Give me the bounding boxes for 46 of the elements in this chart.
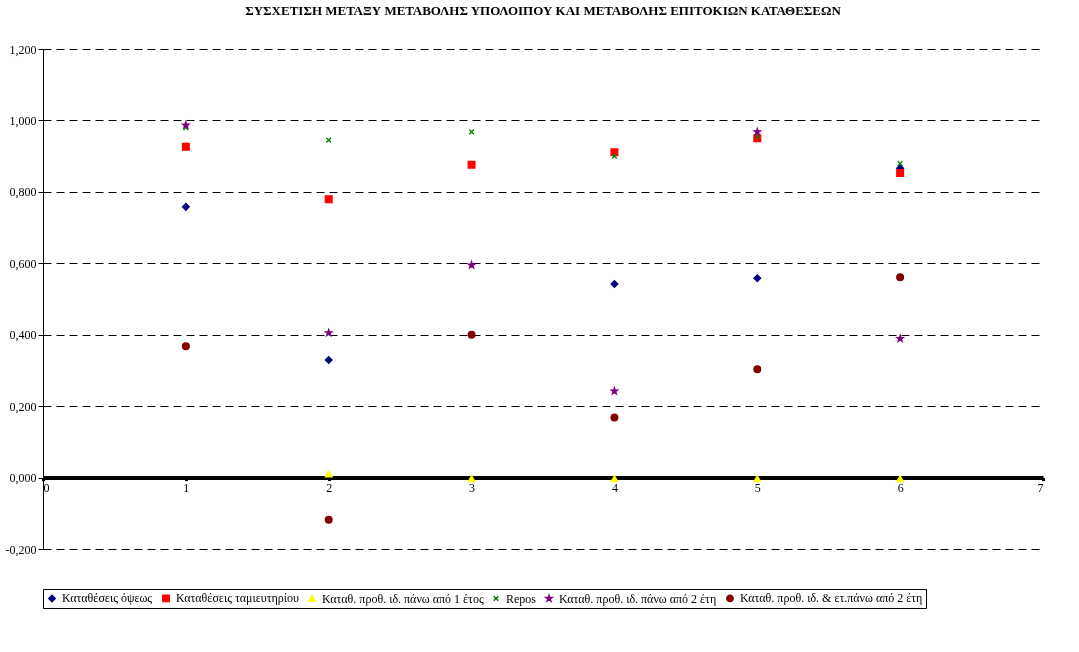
x-tick-label: 2 bbox=[326, 481, 333, 496]
x-tick-label: 1 bbox=[183, 481, 190, 496]
point bbox=[181, 142, 190, 151]
y-tick-label: 1,200 bbox=[9, 42, 37, 57]
y-tick-label: -0,200 bbox=[5, 542, 37, 557]
y-tick-label: 0,600 bbox=[9, 256, 37, 271]
legend-label: Καταθέσεις ταμιευτηρίου bbox=[176, 591, 299, 606]
point bbox=[897, 160, 904, 167]
x-tick-label: 5 bbox=[754, 481, 761, 496]
point bbox=[896, 273, 905, 282]
point bbox=[896, 168, 905, 177]
x-tick-label: 6 bbox=[897, 481, 904, 496]
point bbox=[610, 413, 619, 422]
legend-label: Καταθ. προθ. ιδ. πάνω από 1 έτος bbox=[322, 591, 484, 606]
x-tick-label: 0 bbox=[43, 481, 50, 496]
point bbox=[324, 328, 333, 337]
point bbox=[610, 280, 619, 288]
point bbox=[610, 387, 619, 395]
legend-label: Καταθέσεις όψεως bbox=[62, 591, 153, 606]
point bbox=[324, 195, 333, 204]
x-tick-label: 3 bbox=[469, 481, 476, 496]
legend-label: Repos bbox=[506, 591, 537, 606]
point bbox=[467, 160, 476, 169]
x-tick-label: 7 bbox=[1037, 481, 1044, 496]
point bbox=[325, 137, 332, 144]
point bbox=[181, 202, 190, 211]
point bbox=[753, 274, 762, 283]
point bbox=[181, 342, 190, 351]
x-tick-label: 4 bbox=[611, 481, 618, 496]
point bbox=[324, 515, 333, 524]
point bbox=[753, 127, 762, 136]
legend-label: Καταθ. προθ. ιδ. & ετ.πάνω από 2 έτη bbox=[740, 591, 923, 606]
point bbox=[611, 153, 618, 160]
legend-label: Καταθ. προθ. ιδ. πάνω από 2 έτη bbox=[559, 591, 717, 606]
point bbox=[753, 365, 762, 374]
point bbox=[324, 356, 333, 365]
y-tick-label: 0,400 bbox=[9, 328, 37, 343]
y-tick-label: 0,800 bbox=[9, 185, 37, 200]
chart-title: ΣΥΣΧΕΤΙΣΗ ΜΕΤΑΞΥ ΜΕΤΑΒΟΛΗΣ ΥΠΟΛΟΙΠΟΥ ΚΑΙ ΜΕΤΑΒΟΛΗΣ ΕΠΙΤΟΚΙΩΝ ΚΑΤΑΘΕΣΕΩΝ bbox=[245, 3, 842, 18]
point bbox=[467, 475, 476, 483]
y-tick-label: 0,200 bbox=[9, 399, 37, 414]
point bbox=[468, 128, 475, 135]
point bbox=[467, 330, 476, 339]
y-tick-label: 0,000 bbox=[9, 471, 37, 486]
y-tick-label: 1,000 bbox=[9, 113, 37, 128]
point bbox=[324, 470, 333, 478]
